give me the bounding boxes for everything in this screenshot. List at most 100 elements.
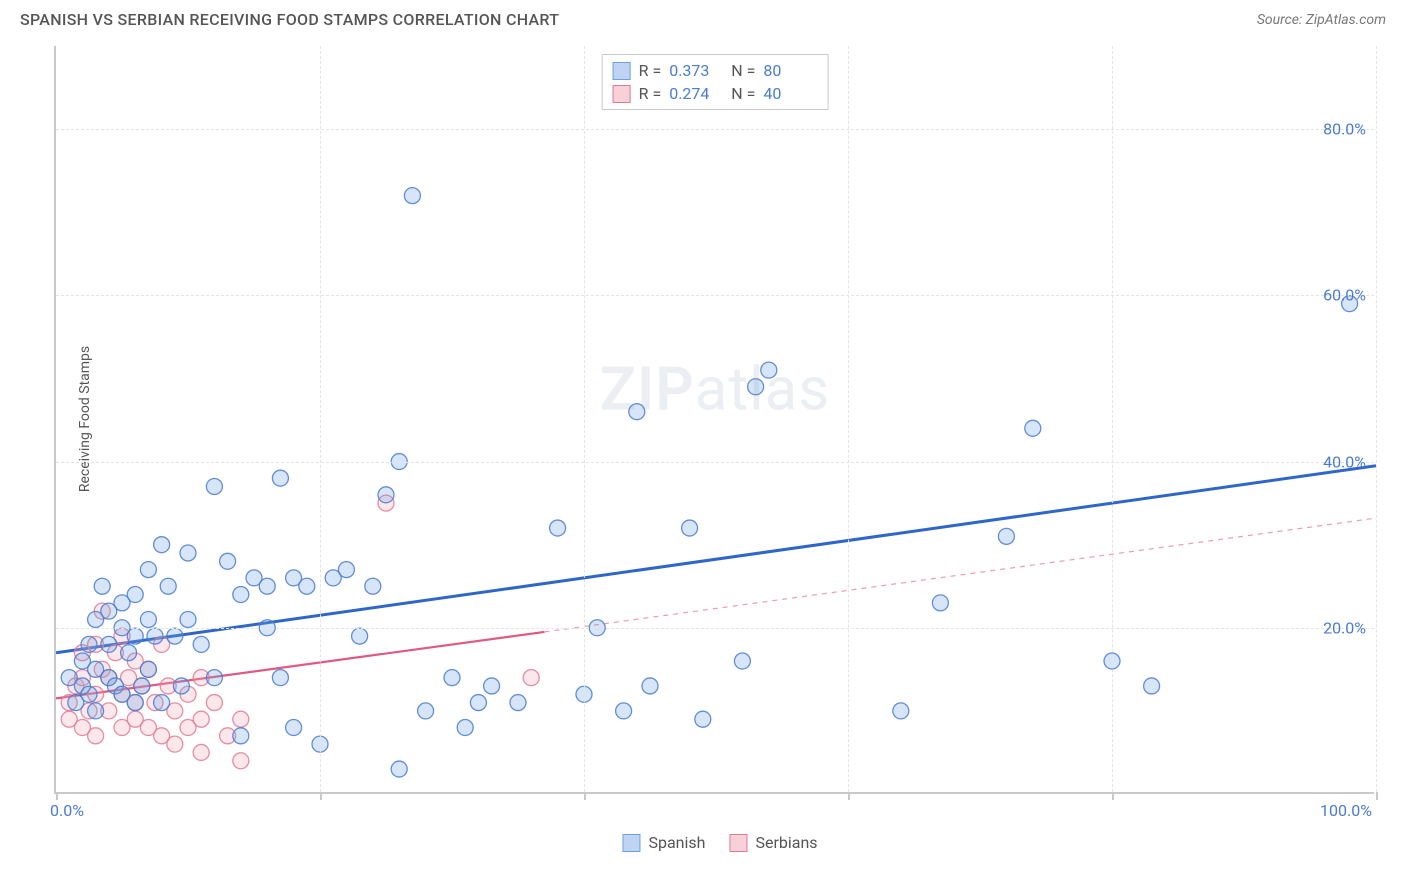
x-tick [320,792,322,800]
data-point [550,520,566,536]
data-point [338,562,354,578]
data-point [418,703,434,719]
data-point [206,695,222,711]
legend-r-label: R = [639,84,662,103]
data-point [121,645,137,661]
legend-item-spanish: Spanish [622,833,705,852]
legend-correlation: R = 0.373 N = 80 R = 0.274 N = 40 [602,54,829,110]
gridline-horizontal [56,628,1374,629]
data-point [470,695,486,711]
data-point [220,553,236,569]
data-point [642,678,658,694]
data-point [206,670,222,686]
data-point [629,404,645,420]
data-point [140,611,156,627]
legend-row: R = 0.274 N = 40 [613,82,818,105]
data-point [127,587,143,603]
data-point [233,587,249,603]
legend-r-label: R = [639,61,662,80]
scatter-svg [56,46,1376,794]
data-point [167,736,183,752]
data-point [127,628,143,644]
data-point [259,578,275,594]
data-point [272,470,288,486]
data-point [140,562,156,578]
gridline-vertical [584,46,585,792]
data-point [457,720,473,736]
data-point [484,678,500,694]
x-tick [56,792,58,800]
gridline-horizontal [56,295,1374,296]
data-point [391,761,407,777]
legend-swatch-spanish [622,834,640,852]
legend-n-value: 40 [763,84,817,103]
legend-label: Spanish [648,833,705,852]
legend-swatch-serbians [613,85,631,103]
data-point [81,636,97,652]
data-point [180,611,196,627]
x-tick [1376,792,1378,800]
legend-item-serbians: Serbians [729,833,817,852]
data-point [167,628,183,644]
data-point [88,703,104,719]
data-point [154,537,170,553]
data-point [695,711,711,727]
gridline-horizontal [56,129,1374,130]
data-point [998,528,1014,544]
y-tick-label: 80.0% [1323,120,1366,139]
data-point [94,578,110,594]
data-point [193,711,209,727]
data-point [173,678,189,694]
data-point [147,628,163,644]
legend-r-value: 0.274 [669,84,723,103]
data-point [510,695,526,711]
trend-line [56,466,1376,653]
data-point [352,628,368,644]
data-point [932,595,948,611]
data-point [154,695,170,711]
data-point [682,520,698,536]
data-point [444,670,460,686]
legend-n-label: N = [731,84,755,103]
legend-swatch-serbians [729,834,747,852]
legend-series: Spanish Serbians [622,833,817,852]
gridline-vertical [1376,46,1377,792]
data-point [233,711,249,727]
data-point [101,636,117,652]
x-tick [584,792,586,800]
legend-swatch-spanish [613,62,631,80]
data-point [134,678,150,694]
plot-area: ZIPatlas R = 0.373 N = 80 R = 0.274 N = … [54,46,1374,794]
chart-title: SPANISH VS SERBIAN RECEIVING FOOD STAMPS… [20,10,559,29]
data-point [272,670,288,686]
x-tick-label: 100.0% [1320,801,1372,820]
data-point [1144,678,1160,694]
legend-n-value: 80 [763,61,817,80]
x-tick [1112,792,1114,800]
legend-n-label: N = [731,61,755,80]
gridline-horizontal [56,462,1374,463]
y-tick-label: 20.0% [1323,618,1366,637]
gridline-vertical [320,46,321,792]
data-point [761,362,777,378]
chart-source: Source: ZipAtlas.com [1257,12,1386,28]
y-tick-label: 40.0% [1323,452,1366,471]
data-point [180,545,196,561]
data-point [748,379,764,395]
gridline-vertical [1112,46,1113,792]
data-point [140,661,156,677]
legend-label: Serbians [755,833,817,852]
data-point [378,487,394,503]
chart-header: SPANISH VS SERBIAN RECEIVING FOOD STAMPS… [0,0,1406,37]
data-point [404,188,420,204]
data-point [893,703,909,719]
data-point [88,728,104,744]
trend-line-extension [544,518,1376,632]
data-point [233,728,249,744]
gridline-vertical [848,46,849,792]
plot-container: ZIPatlas R = 0.373 N = 80 R = 0.274 N = … [54,46,1386,822]
data-point [523,670,539,686]
x-tick [848,792,850,800]
data-point [616,703,632,719]
data-point [233,753,249,769]
